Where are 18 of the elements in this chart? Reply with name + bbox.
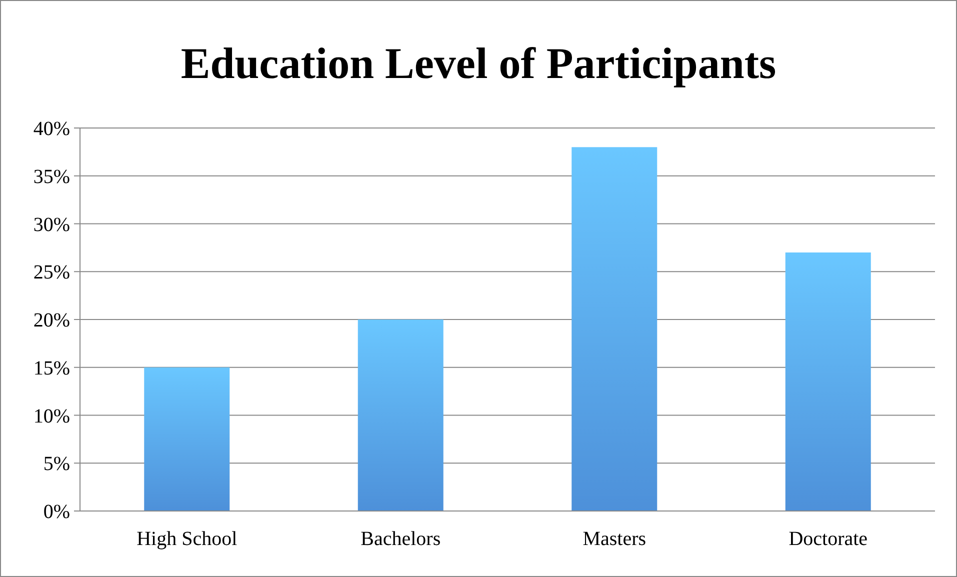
x-tick-label: Bachelors: [360, 528, 441, 550]
y-tick-label: 20%: [33, 310, 70, 332]
y-tick-label: 25%: [33, 262, 70, 284]
bar: [785, 252, 871, 511]
bar: [572, 147, 658, 511]
bar: [358, 320, 444, 511]
x-tick-label: Doctorate: [788, 528, 868, 550]
y-tick-label: 35%: [33, 166, 70, 188]
y-tick-label: 30%: [33, 214, 70, 236]
x-tick-label: High School: [136, 528, 238, 550]
y-tick-label: 40%: [33, 118, 70, 140]
y-tick-label: 15%: [33, 357, 70, 380]
y-tick-label: 5%: [43, 453, 70, 476]
y-tick-label: 10%: [33, 405, 70, 428]
chart-title: Education Level of Participants: [180, 39, 776, 88]
x-tick-label: Masters: [582, 528, 646, 550]
y-tick-label: 0%: [43, 501, 70, 523]
bar: [144, 367, 230, 511]
